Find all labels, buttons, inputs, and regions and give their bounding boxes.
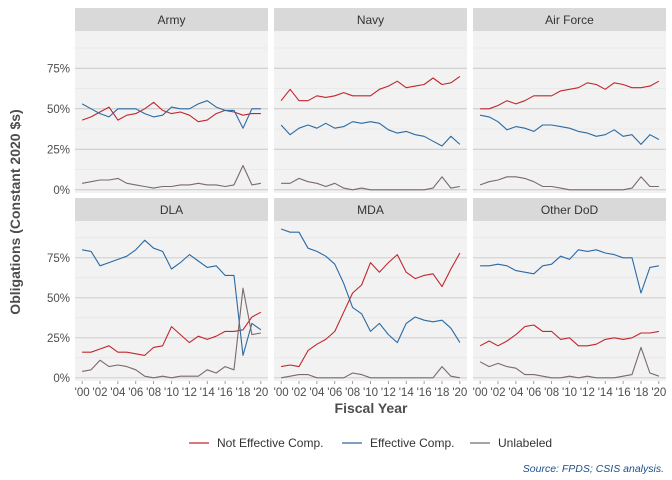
x-tick-label: '12 [182,387,197,399]
x-tick-label: '14 [200,387,216,399]
panel-strip [75,8,268,31]
y-tick-label: 0% [53,373,70,385]
x-tick-label: '18 [434,387,449,399]
panel-background [75,221,268,381]
series-line-effective-comp [81,100,261,129]
panel-background [473,221,666,381]
x-tick-label: '10 [363,387,378,399]
panel-strip [473,8,666,31]
series-line-unlabeled [281,176,460,191]
series-line-effective-comp [479,114,660,145]
x-tick-label: '06 [526,387,541,399]
x-tick-label: '14 [598,387,614,399]
x-tick-label: '20 [651,387,666,399]
x-tick-label: '06 [327,387,342,399]
panel-background [274,31,467,193]
x-tick-label: '18 [235,387,250,399]
x-tick-label: '16 [417,387,432,399]
legend: Not Effective Comp. Effective Comp. Unlabe… [189,436,552,450]
facet-panels: Army 0% 25% 50% 75% Navy Air Force DLA 0% 25% 50% 7… [47,8,666,399]
x-tick-label: '20 [253,387,268,399]
x-tick-label: '04 [309,387,325,399]
y-tick-label: 75% [47,253,70,265]
panel-strip [274,198,467,221]
x-tick-label: '10 [164,387,179,399]
panel-title: MDA [357,203,384,217]
panel-background [473,31,666,193]
x-tick-label: '04 [110,387,126,399]
x-tick-label: '06 [128,387,143,399]
panel-strip [473,198,666,221]
panel-background [274,221,467,381]
panel-dla: DLA0%25%50%75%'00'02'04'06'08'10'12'14'1… [47,198,268,399]
legend-item-effective-comp: Effective Comp. [342,436,454,450]
panel-navy: Navy [274,8,467,193]
panel-background [75,31,268,193]
x-tick-label: '00 [473,387,488,399]
series-line-unlabeled [281,366,460,379]
x-tick-label: '12 [580,387,595,399]
legend-item-unlabeled: Unlabeled [470,436,552,450]
panel-title: DLA [160,203,183,217]
x-tick-label: '12 [381,387,396,399]
legend-label: Not Effective Comp. [217,436,324,450]
x-tick-label: '02 [292,387,307,399]
panel-title: Army [158,13,186,27]
series-line-not-effective-comp [480,80,660,110]
panel-air-force: Air Force [473,8,666,193]
series-line-not-effective-comp [81,101,261,123]
legend-label: Effective Comp. [370,436,454,450]
x-tick-label: '08 [544,387,559,399]
series-line-not-effective-comp [82,311,262,356]
x-tick-label: '16 [218,387,233,399]
legend-label: Unlabeled [498,436,552,450]
series-line-unlabeled [479,346,660,379]
y-tick-label: 25% [47,333,70,345]
series-line-unlabeled [479,176,659,191]
y-tick-label: 0% [53,185,70,197]
x-tick-label: '00 [274,387,289,399]
x-tick-label: '16 [616,387,631,399]
y-tick-label: 50% [47,104,70,116]
panel-title: Other DoD [541,203,599,217]
series-line-not-effective-comp [280,75,461,102]
x-tick-label: '20 [452,387,467,399]
series-line-effective-comp [82,239,262,356]
y-tick-label: 25% [47,144,70,156]
panel-mda: MDA '00'02'04'06'08'10'12'14'16'18'20 [274,198,467,399]
x-tick-label: '00 [75,387,90,399]
panel-title: Air Force [545,13,594,27]
series-line-not-effective-comp [479,324,659,347]
series-line-effective-comp [280,228,461,344]
panel-strip [75,198,268,221]
x-tick-label: '04 [508,387,524,399]
series-line-effective-comp [280,121,461,147]
panel-title: Navy [357,13,384,27]
y-axis-title: Obligations (Constant 2020 $s) [7,109,23,314]
panel-strip [274,8,467,31]
x-tick-label: '02 [93,387,108,399]
y-tick-label: 75% [47,63,70,75]
x-tick-label: '18 [633,387,648,399]
x-tick-label: '08 [146,387,161,399]
x-tick-label: '10 [562,387,577,399]
legend-item-not-effective-comp: Not Effective Comp. [189,436,324,450]
series-line-unlabeled [82,164,261,189]
source-note: Source: FPDS; CSIS analysis. [523,463,664,475]
x-tick-label: '02 [491,387,506,399]
series-line-effective-comp [480,249,659,294]
series-line-unlabeled [82,287,261,379]
x-tick-label: '14 [399,387,415,399]
panel-other-dod: Other DoD '00'02'04'06'08'10'12'14'16'18 '… [473,198,666,399]
x-tick-label: '08 [345,387,360,399]
panel-army: Army 0% 25% 50% 75% [47,8,268,197]
x-axis-title: Fiscal Year [335,400,408,416]
series-line-not-effective-comp [281,252,461,368]
y-tick-label: 50% [47,293,70,305]
